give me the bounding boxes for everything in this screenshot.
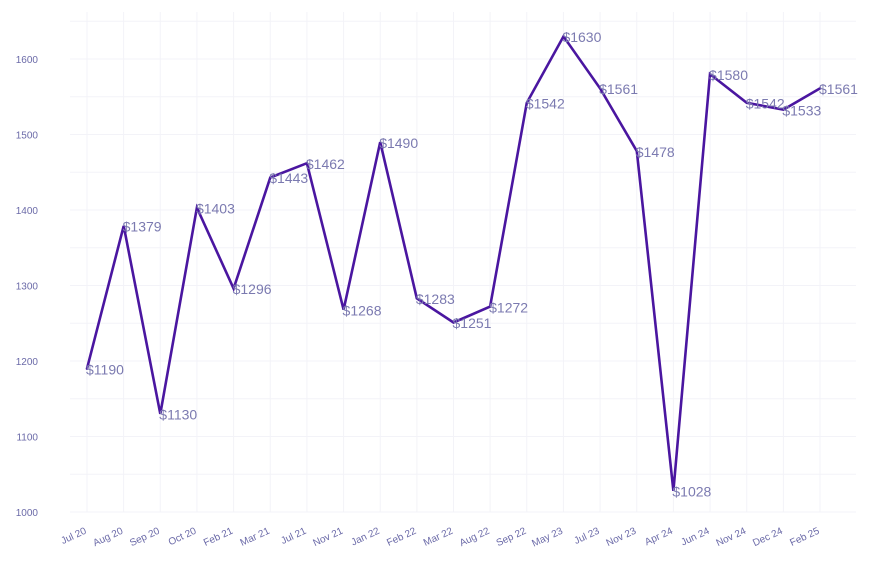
data-label: $1190: [86, 361, 124, 377]
series-line-group: [85, 33, 822, 492]
data-label: $1533: [782, 102, 821, 118]
y-tick-label: 1300: [16, 282, 39, 293]
data-label: $1542: [526, 95, 565, 111]
x-tick-label: Oct 20: [167, 526, 199, 549]
x-tick-label: Jul 21: [279, 526, 308, 547]
y-tick-label: 1500: [16, 131, 39, 142]
y-tick-label: 1100: [16, 433, 38, 444]
data-label: $1542: [746, 95, 785, 111]
grid: [70, 12, 856, 513]
x-tick-label: Nov 21: [311, 526, 345, 550]
x-tick-label: Aug 22: [458, 526, 492, 550]
x-tick-label: Jan 22: [350, 526, 382, 549]
data-label: $1379: [123, 219, 162, 235]
y-tick-label: 1000: [16, 508, 39, 519]
series-line: [85, 33, 822, 492]
x-tick-label: May 23: [530, 526, 565, 550]
x-tick-label: Dec 24: [751, 526, 785, 550]
data-label: $1478: [636, 144, 675, 160]
x-tick-label: Nov 23: [605, 526, 639, 550]
data-label: $1251: [453, 315, 492, 331]
data-label: $1630: [562, 29, 601, 45]
x-tick-label: Mar 22: [422, 526, 455, 549]
data-label: $1130: [159, 407, 197, 423]
data-label: $1490: [379, 135, 418, 151]
y-tick-label: 1200: [16, 357, 39, 368]
data-labels: $1190 $1379 $1130 $1403 $1296 $1443$1462 $1268…: [86, 29, 858, 500]
data-label: $1272: [489, 299, 528, 315]
x-axis-ticks: Jul 20 Aug 20 Sep 20 Oct 20 Feb 21 Mar 21 Jul …: [59, 526, 821, 550]
data-label: $1296: [233, 281, 272, 297]
x-tick-label: Jun 24: [679, 526, 711, 549]
x-tick-label: Nov 24: [715, 526, 749, 550]
data-label: $1580: [709, 67, 748, 83]
data-label: $1561: [599, 81, 638, 97]
data-label: $1028: [672, 484, 711, 500]
data-label: $1403: [196, 200, 235, 216]
x-tick-label: Apr 24: [643, 526, 675, 549]
x-tick-label: Jul 23: [573, 526, 602, 547]
x-tick-label: Feb 21: [202, 526, 235, 549]
data-label: $1443: [269, 170, 308, 186]
x-tick-label: Jul 20: [59, 526, 88, 547]
x-tick-label: Mar 21: [239, 526, 272, 549]
x-tick-label: Feb 22: [385, 526, 418, 549]
data-label: $1462: [306, 156, 345, 172]
data-label: $1283: [416, 291, 455, 307]
x-tick-label: Feb 25: [788, 526, 821, 549]
y-axis-ticks: 1000 1100 1200 1300 1400 1500 1600: [16, 55, 39, 519]
x-tick-label: Sep 22: [495, 526, 529, 550]
y-tick-label: 1600: [16, 55, 39, 66]
x-tick-label: Aug 20: [92, 526, 126, 550]
x-tick-label: Sep 20: [128, 526, 162, 550]
y-tick-label: 1400: [16, 206, 39, 217]
data-label: $1561: [819, 81, 858, 97]
data-label: $1268: [343, 302, 382, 318]
